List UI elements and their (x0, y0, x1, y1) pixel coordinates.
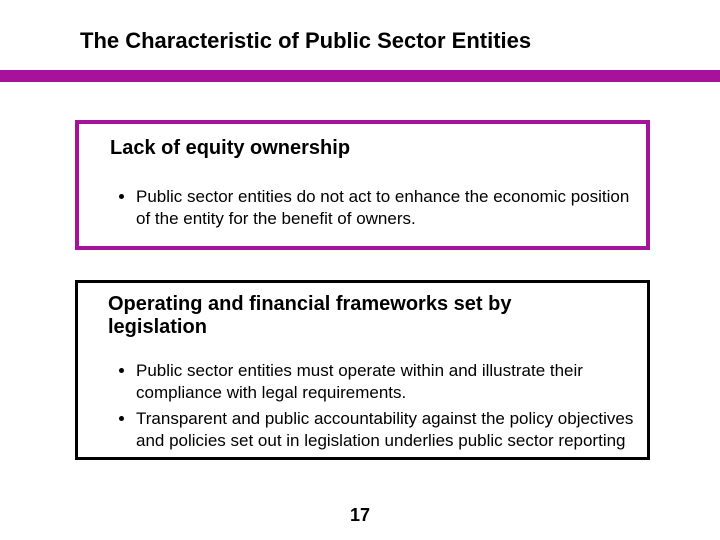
box2-bullets: Public sector entities must operate with… (100, 360, 640, 456)
slide-title: The Characteristic of Public Sector Enti… (80, 28, 531, 54)
box1-bullets: Public sector entities do not act to enh… (100, 186, 640, 234)
box1-header: Lack of equity ownership (92, 126, 632, 170)
bullet-item: Transparent and public accountability ag… (136, 408, 640, 452)
page-number: 17 (0, 505, 720, 526)
bullet-item: Public sector entities do not act to enh… (136, 186, 640, 230)
accent-band (0, 70, 720, 82)
box2-header-label: Operating and financial frameworks set b… (108, 293, 517, 339)
box1-header-label: Lack of equity ownership (110, 137, 350, 160)
box2-header: Operating and financial frameworks set b… (90, 286, 535, 346)
bullet-item: Public sector entities must operate with… (136, 360, 640, 404)
